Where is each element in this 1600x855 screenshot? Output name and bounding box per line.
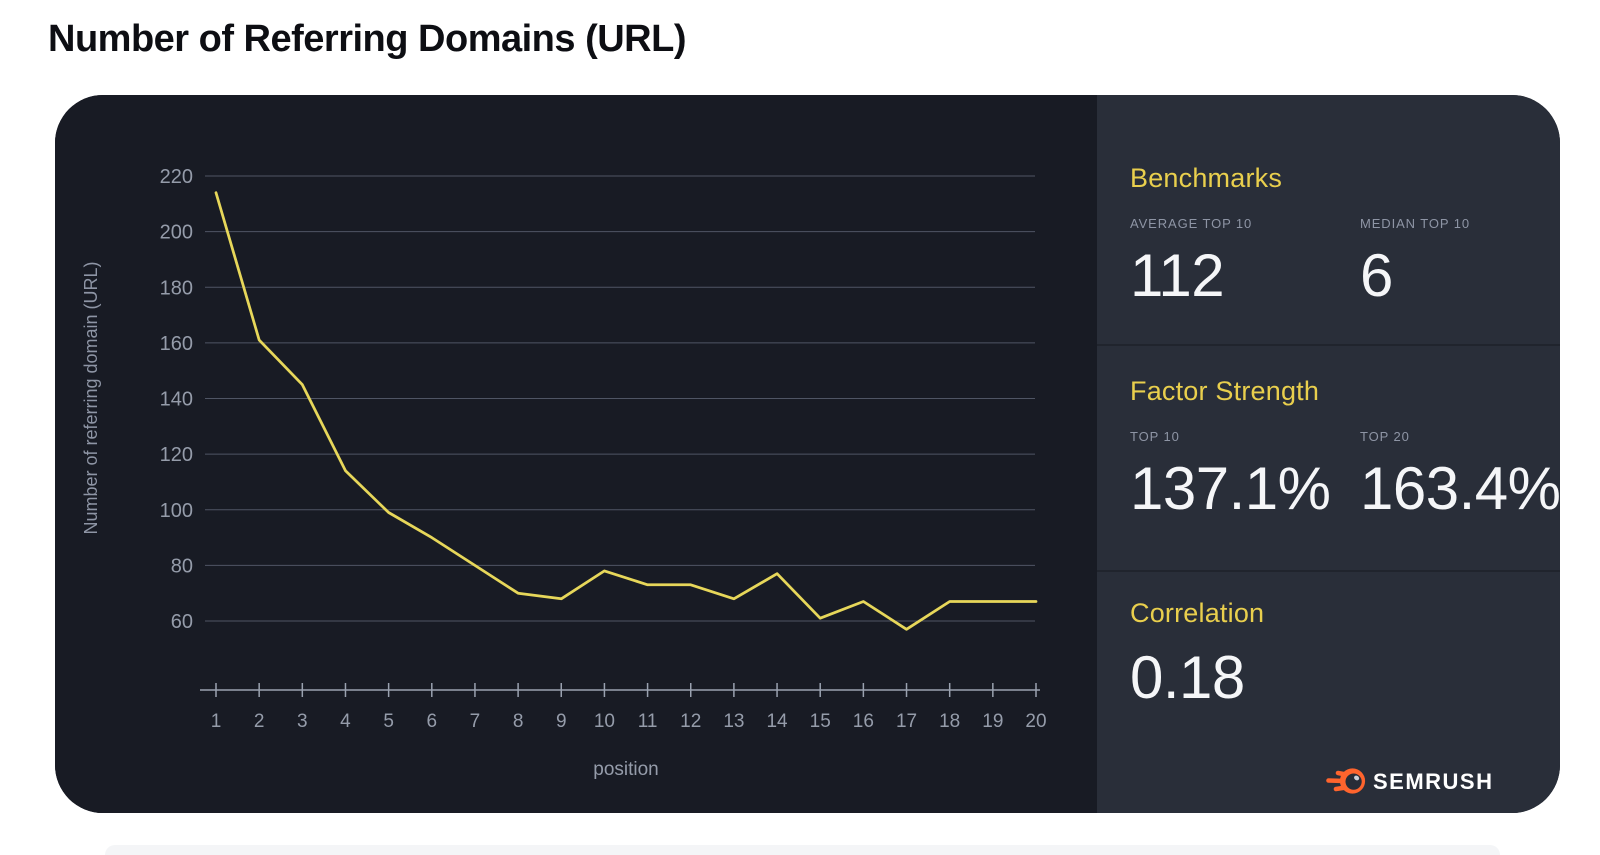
stat-label: TOP 20 — [1360, 429, 1410, 444]
x-tick-label: 2 — [254, 711, 265, 732]
x-axis-title: position — [593, 759, 659, 780]
x-axis — [200, 683, 1040, 697]
x-tick-label: 9 — [556, 711, 567, 732]
x-tick-label: 15 — [810, 711, 831, 732]
factor-strength-title: Factor Strength — [1130, 376, 1320, 406]
factor-strength-section: Factor Strength TOP 10 137.1% TOP 20 163… — [1097, 344, 1560, 570]
x-tick-label: 19 — [982, 711, 1003, 732]
stat-value: 112 — [1130, 242, 1225, 309]
stat-label: AVERAGE TOP 10 — [1130, 216, 1253, 231]
stat-label: MEDIAN TOP 10 — [1360, 216, 1470, 231]
x-tick-label: 20 — [1025, 711, 1046, 732]
x-tick-label: 4 — [340, 711, 351, 732]
y-tick-label: 220 — [160, 166, 193, 188]
stat-value: 137.1% — [1130, 455, 1331, 522]
x-tick-label: 6 — [427, 711, 438, 732]
analytics-card: 220 200 180 160 140 120 100 80 60 1 2 3 4 5 6 7 8 9 10 11 12… — [55, 95, 1560, 813]
x-tick-label: 17 — [896, 711, 917, 732]
y-tick-label: 100 — [160, 500, 193, 522]
y-tick-label: 200 — [160, 222, 193, 244]
page-title: Number of Referring Domains (URL) — [48, 18, 686, 60]
stat-median-top10: MEDIAN TOP 10 6 — [1360, 216, 1470, 310]
y-tick-label: 140 — [160, 389, 193, 411]
stat-value: 6 — [1360, 242, 1393, 309]
stat-value: 163.4% — [1360, 455, 1560, 522]
y-axis-tick-labels: 220 200 180 160 140 120 100 80 60 — [160, 166, 193, 633]
y-tick-label: 60 — [171, 611, 193, 633]
x-tick-label: 12 — [680, 711, 701, 732]
x-axis-tick-labels: 1 2 3 4 5 6 7 8 9 10 11 12 13 14 15 16 17 18 19 20 — [211, 711, 1047, 732]
side-panel: Benchmarks AVERAGE TOP 10 112 MEDIAN TOP… — [1097, 95, 1560, 813]
correlation-title: Correlation — [1130, 598, 1265, 628]
x-tick-label: 13 — [723, 711, 744, 732]
y-tick-label: 180 — [160, 277, 193, 299]
x-tick-label: 7 — [470, 711, 481, 732]
semrush-logo-text: SEMRUSH — [1372, 768, 1494, 794]
chart-area: 220 200 180 160 140 120 100 80 60 1 2 3 4 5 6 7 8 9 10 11 12… — [55, 95, 1097, 813]
benchmarks-stats: AVERAGE TOP 10 112 MEDIAN TOP 10 6 — [1130, 216, 1560, 310]
x-tick-label: 5 — [383, 711, 394, 732]
y-tick-label: 160 — [160, 333, 193, 355]
data-line — [214, 191, 1038, 631]
x-tick-label: 10 — [594, 711, 615, 732]
grid-lines — [205, 175, 1035, 622]
stat-label: TOP 10 — [1130, 429, 1180, 444]
y-tick-label: 80 — [171, 555, 193, 577]
semrush-logo-icon — [1326, 768, 1366, 794]
x-tick-label: 1 — [211, 711, 222, 732]
y-axis-title: Number of referring domain (URL) — [81, 261, 101, 534]
x-tick-label: 8 — [513, 711, 524, 732]
x-tick-label: 14 — [766, 711, 788, 732]
y-tick-label: 120 — [160, 444, 193, 466]
benchmarks-title: Benchmarks — [1130, 163, 1283, 193]
x-tick-label: 11 — [638, 711, 658, 732]
stat-top10: TOP 10 137.1% — [1130, 429, 1360, 523]
factor-strength-stats: TOP 10 137.1% TOP 20 163.4% — [1130, 429, 1560, 523]
x-tick-label: 3 — [297, 711, 308, 732]
correlation-section: Correlation 0.18 SEMRUSH — [1097, 570, 1560, 813]
correlation-value: 0.18 — [1130, 644, 1245, 711]
stat-average-top10: AVERAGE TOP 10 112 — [1130, 216, 1360, 310]
next-card-hint — [105, 845, 1500, 855]
x-tick-label: 18 — [939, 711, 960, 732]
benchmarks-section: Benchmarks AVERAGE TOP 10 112 MEDIAN TOP… — [1097, 95, 1560, 344]
x-tick-label: 16 — [853, 711, 874, 732]
semrush-logo: SEMRUSH — [1325, 766, 1494, 797]
stat-top20: TOP 20 163.4% — [1360, 429, 1560, 523]
